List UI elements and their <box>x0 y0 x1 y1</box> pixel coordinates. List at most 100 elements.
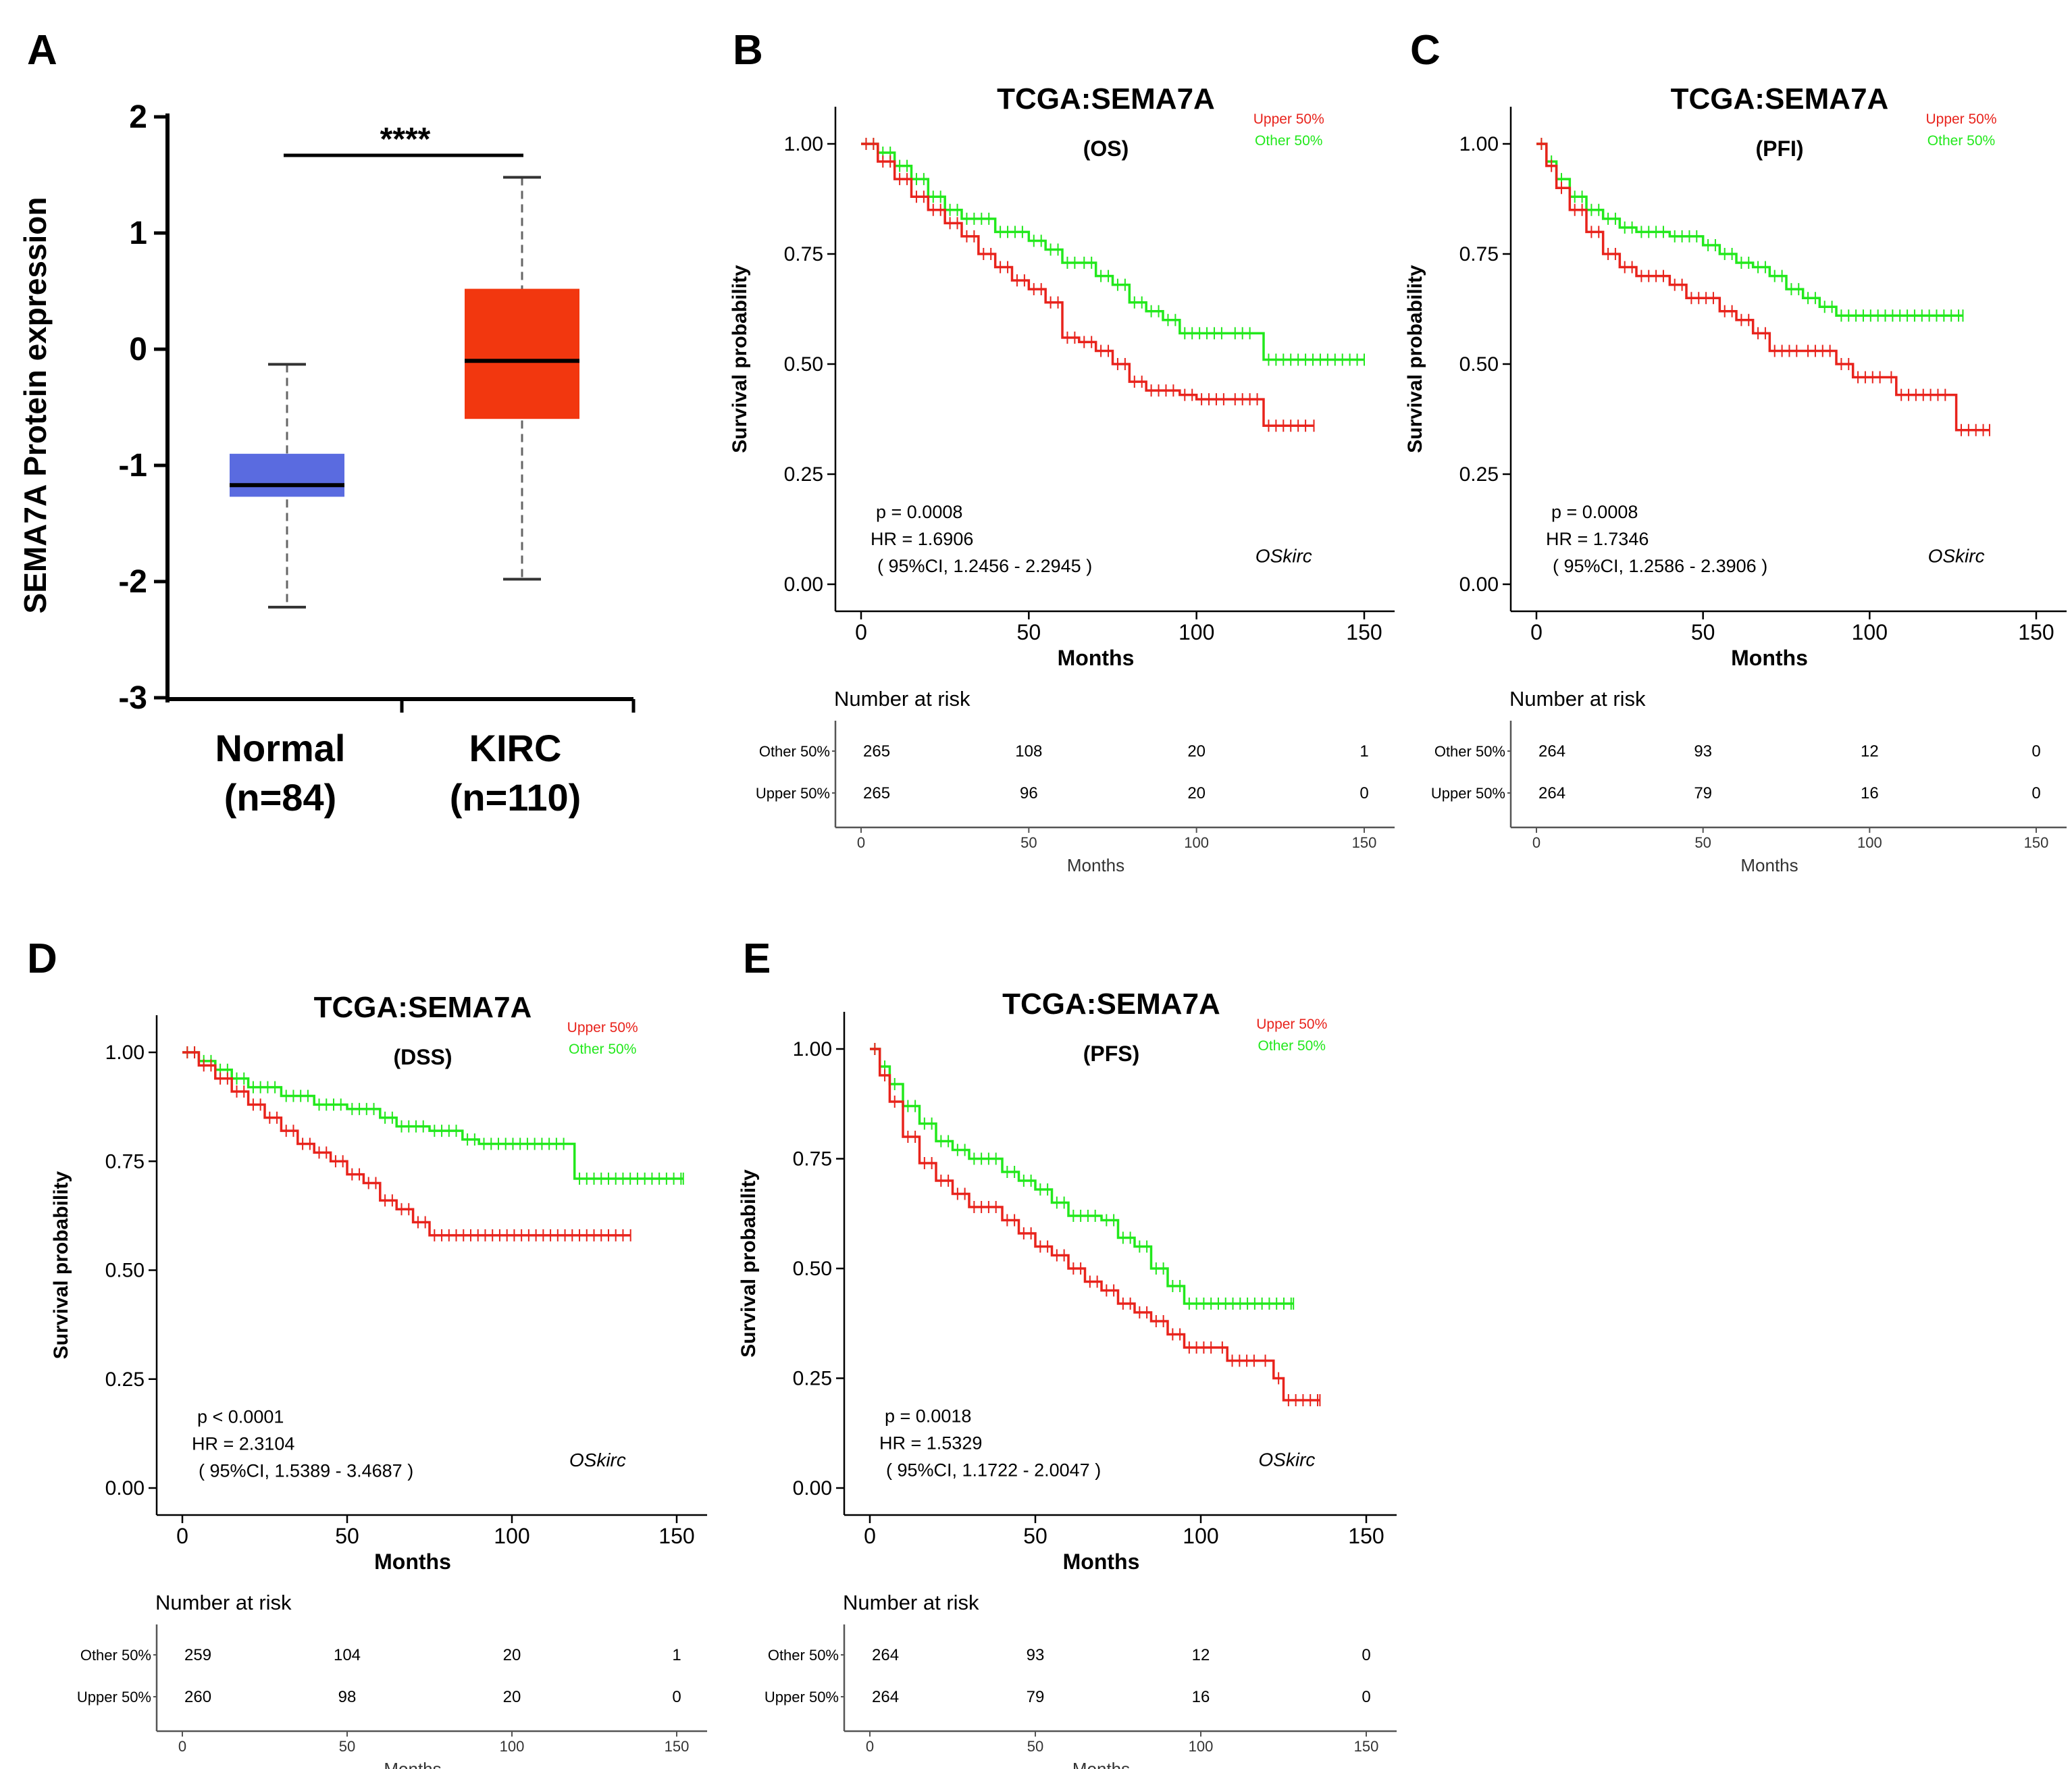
risk-x-tick-label: 50 <box>1020 834 1037 851</box>
y-tick-label: -3 <box>118 680 147 716</box>
x-tick-label: 0 <box>1530 620 1543 644</box>
y-tick-label: 0.75 <box>793 1148 832 1171</box>
risk-value: 0 <box>1359 784 1368 802</box>
km-curve-upper <box>182 1051 631 1237</box>
y-tick-label: 0.50 <box>1459 353 1499 376</box>
cohort-label: OSkirc <box>569 1450 626 1470</box>
risk-x-tick-label: 100 <box>500 1738 525 1755</box>
x-axis-label: Months <box>1058 646 1135 670</box>
y-tick-label: 1.00 <box>105 1042 145 1064</box>
risk-value: 16 <box>1192 1688 1210 1706</box>
y-axis-label: Survival probability <box>50 1171 72 1359</box>
risk-value: 12 <box>1861 742 1879 761</box>
km-curve-other <box>870 1048 1294 1305</box>
risk-table-title: Number at risk <box>155 1591 292 1614</box>
y-tick-label: 0.25 <box>105 1368 145 1391</box>
group-label: Normal <box>215 727 346 769</box>
x-tick-label: 150 <box>1346 620 1382 644</box>
y-axis-label: SEMA7A Protein expression <box>18 197 53 614</box>
risk-value: 79 <box>1027 1688 1045 1706</box>
risk-value: 264 <box>872 1646 899 1664</box>
x-tick-label: 100 <box>494 1524 529 1548</box>
risk-value: 264 <box>872 1688 899 1706</box>
x-tick-label: 50 <box>1691 620 1715 644</box>
hazard-ratio: HR = 1.7346 <box>1546 529 1649 549</box>
x-tick-label: 0 <box>855 620 867 644</box>
panel-d: 1.000.750.500.250.000 50 100 150MonthsSurvi… <box>50 991 707 1769</box>
x-tick-label: 50 <box>335 1524 359 1548</box>
y-tick-label: -2 <box>118 564 147 600</box>
y-axis-label: Survival probability <box>737 1169 760 1358</box>
chart-subtitle: (PFI) <box>1755 136 1803 161</box>
risk-row-label: Other 50% <box>80 1647 151 1664</box>
risk-x-tick-label: 0 <box>866 1738 874 1755</box>
risk-x-tick-label: 50 <box>1694 834 1711 851</box>
chart-title: TCGA:SEMA7A <box>997 82 1215 116</box>
x-tick-label: 150 <box>658 1524 694 1548</box>
risk-table-title: Number at risk <box>1509 687 1646 711</box>
risk-row-label: Upper 50% <box>77 1689 151 1706</box>
y-tick-label: 1.00 <box>1459 133 1499 155</box>
risk-x-tick-label: 50 <box>339 1738 355 1755</box>
confidence-interval: ( 95%CI, 1.2586 - 2.3906 ) <box>1553 556 1767 576</box>
confidence-interval: ( 95%CI, 1.2456 - 2.2945 ) <box>877 556 1092 576</box>
significance-label: **** <box>380 122 431 157</box>
risk-row-label: Other 50% <box>1434 743 1505 760</box>
risk-value: 264 <box>1538 784 1565 802</box>
risk-value: 79 <box>1694 784 1712 802</box>
y-tick-label: 0.00 <box>105 1477 145 1499</box>
panel-b: 1.000.750.500.250.000 50 100 150MonthsSurvi… <box>729 82 1395 875</box>
panel-e: 1.00 0.75 0.50 0.25 0.00 0 50 100 150 Months Survi… <box>737 988 1397 1769</box>
km-curve-upper-censor-marks <box>865 138 1315 432</box>
x-tick-label: 50 <box>1023 1524 1047 1548</box>
km-curve-other-censor-marks <box>865 138 1365 366</box>
risk-x-tick-label: 0 <box>857 834 865 851</box>
x-tick-label: 0 <box>176 1524 188 1548</box>
risk-row-label: Upper 50% <box>765 1689 839 1706</box>
panel-label-d: D <box>27 935 57 982</box>
risk-value: 20 <box>503 1688 521 1706</box>
cohort-label: OSkirc <box>1258 1450 1315 1470</box>
risk-row-label: Upper 50% <box>1431 785 1505 802</box>
risk-x-tick-label: 150 <box>1354 1738 1379 1755</box>
risk-value: 20 <box>503 1646 521 1664</box>
y-tick-label: 0.50 <box>784 353 823 376</box>
x-tick-label: 0 <box>864 1524 876 1548</box>
risk-x-tick-label: 100 <box>1857 834 1882 851</box>
box-normal: Normal (n=84) <box>215 363 346 819</box>
cohort-label: OSkirc <box>1255 545 1312 566</box>
risk-value: 12 <box>1192 1646 1210 1664</box>
y-tick-label: -1 <box>118 448 147 484</box>
x-tick-label: 100 <box>1179 620 1214 644</box>
km-curve-other-censor-marks <box>1540 138 1964 322</box>
chart-title: TCGA:SEMA7A <box>1002 988 1220 1021</box>
panel-label-e: E <box>743 935 771 982</box>
risk-value: 96 <box>1020 784 1038 802</box>
risk-row-label: Other 50% <box>759 743 830 760</box>
km-curve-other <box>1536 143 1963 317</box>
risk-value: 93 <box>1694 742 1712 761</box>
box-kirc: KIRC (n=110) <box>450 176 581 819</box>
y-axis-label: Survival probability <box>729 265 751 453</box>
y-tick-label: 0.00 <box>784 573 823 596</box>
y-tick-label: 0.00 <box>793 1477 832 1499</box>
km-curve-upper <box>861 143 1314 428</box>
x-tick-label: 100 <box>1852 620 1888 644</box>
legend-upper: Upper 50% <box>1925 111 1996 127</box>
p-value: p = 0.0018 <box>885 1406 971 1427</box>
risk-value: 104 <box>334 1646 361 1664</box>
x-tick-label: 150 <box>2018 620 2054 644</box>
risk-value: 98 <box>338 1688 357 1706</box>
y-tick-label: 0.50 <box>793 1258 832 1280</box>
panel-label-b: B <box>733 27 763 74</box>
cohort-label: OSkirc <box>1928 545 1985 566</box>
risk-x-tick-label: 150 <box>2024 834 2049 851</box>
risk-value: 20 <box>1187 784 1206 802</box>
x-axis-label: Months <box>374 1549 451 1574</box>
legend-other: Other 50% <box>1258 1038 1326 1054</box>
hazard-ratio: HR = 1.5329 <box>879 1433 982 1454</box>
risk-table-title: Number at risk <box>843 1591 979 1614</box>
p-value: p = 0.0008 <box>876 502 962 522</box>
km-curve-upper-censor-marks <box>874 1043 1321 1406</box>
